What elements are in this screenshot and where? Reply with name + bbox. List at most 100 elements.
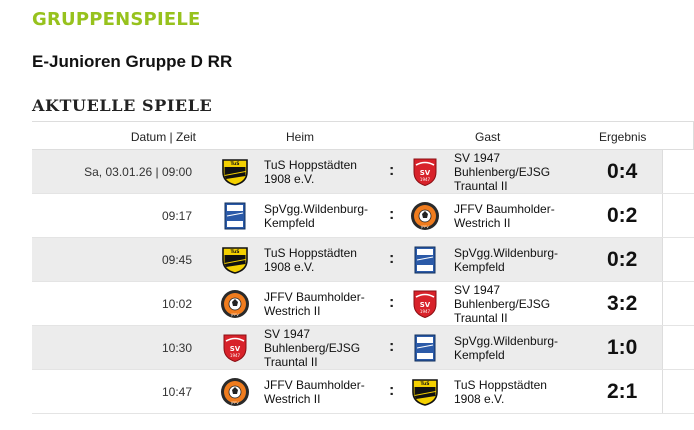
home-team-line: TuS Hoppstädten (264, 158, 357, 172)
table-row[interactable]: 10:02 JFFV JFFV Baumholder- Westrich II: SV 1… (32, 282, 694, 326)
away-team-line: SV 1947 (454, 283, 501, 297)
match-result[interactable]: 0:2 (607, 248, 638, 271)
row-side-column (662, 150, 694, 193)
match-time: 10:02 (161, 297, 192, 311)
away-team-line: SpVgg.Wildenburg- (454, 334, 559, 348)
score-separator: : (389, 162, 395, 179)
svg-text:TuS: TuS (230, 161, 239, 167)
row-background (32, 150, 662, 193)
wildenburg-logo-icon (410, 333, 440, 363)
match-result[interactable]: 1:0 (607, 336, 638, 359)
table-body: Sa, 03.01.26 | 09:00 TuS TuS Hoppstädten 19… (32, 150, 694, 414)
match-result[interactable]: 2:1 (607, 380, 638, 403)
column-ergebnis: Ergebnis (599, 130, 647, 144)
away-team-line: Buhlenberg/EJSG (454, 297, 551, 311)
row-side-column (662, 326, 694, 369)
home-team-line: Kempfeld (264, 216, 315, 230)
match-result[interactable]: 0:2 (607, 204, 638, 227)
home-team-line: Buhlenberg/EJSG (264, 341, 361, 355)
home-team-name[interactable]: SpVgg.Wildenburg- Kempfeld (264, 202, 384, 230)
home-team-name[interactable]: SV 1947 Buhlenberg/EJSG Trauntal II (264, 327, 384, 369)
home-team-line: Westrich II (264, 392, 321, 406)
column-datum: Datum | Zeit (130, 130, 196, 144)
away-team-line: Buhlenberg/EJSG (454, 165, 551, 179)
score-separator: : (389, 294, 395, 311)
away-team-line: Kempfeld (454, 348, 505, 362)
home-team-line: Trauntal II (264, 355, 318, 369)
away-team-name[interactable]: SpVgg.Wildenburg- Kempfeld (454, 334, 584, 362)
match-time: 09:45 (161, 253, 192, 267)
away-team-name[interactable]: TuS Hoppstädten 1908 e.V. (454, 378, 584, 406)
row-side-column (662, 282, 694, 325)
hoppstaedten-logo-icon: TuS (220, 245, 250, 275)
match-time: Sa, 03.01.26 | 09:00 (84, 165, 192, 179)
svg-text:1947: 1947 (420, 177, 431, 182)
away-team-name[interactable]: SpVgg.Wildenburg- Kempfeld (454, 246, 584, 274)
table-row[interactable]: 10:30 SV 1947 SV 1947 Buhlenberg/EJSG Traunta… (32, 326, 694, 370)
away-team-line: JFFV Baumholder- (454, 202, 555, 216)
hoppstaedten-logo-icon: TuS (410, 377, 440, 407)
home-team-line: JFFV Baumholder- (264, 378, 365, 392)
home-team-line: TuS Hoppstädten (264, 246, 357, 260)
away-team-name[interactable]: JFFV Baumholder- Westrich II (454, 202, 584, 230)
match-result[interactable]: 3:2 (607, 292, 638, 315)
buhlenberg-logo-icon: SV 1947 (410, 157, 440, 187)
svg-text:1947: 1947 (420, 309, 431, 314)
baumholder-logo-icon: JFFV (220, 377, 250, 407)
away-team-name[interactable]: SV 1947 Buhlenberg/EJSG Trauntal II (454, 283, 584, 325)
row-side-column (662, 238, 694, 281)
away-team-line: SV 1947 (454, 151, 501, 165)
svg-text:JFFV: JFFV (230, 313, 239, 317)
away-team-line: SpVgg.Wildenburg- (454, 246, 559, 260)
home-team-line: 1908 e.V. (264, 260, 315, 274)
svg-text:TuS: TuS (230, 249, 239, 255)
match-time: 09:17 (161, 209, 192, 223)
svg-text:1947: 1947 (230, 353, 241, 358)
svg-text:JFFV: JFFV (230, 401, 239, 405)
svg-text:SV: SV (420, 169, 431, 177)
games-title: AKTUELLE SPIELE (32, 96, 213, 115)
away-team-name[interactable]: SV 1947 Buhlenberg/EJSG Trauntal II (454, 151, 584, 193)
away-team-line: Trauntal II (454, 311, 508, 325)
score-separator: : (389, 338, 395, 355)
home-team-name[interactable]: TuS Hoppstädten 1908 e.V. (264, 246, 384, 274)
row-side-column (662, 370, 694, 413)
svg-text:SV: SV (420, 301, 431, 309)
home-team-name[interactable]: JFFV Baumholder- Westrich II (264, 378, 384, 406)
section-title: GRUPPENSPIELE (32, 9, 201, 30)
svg-text:JFFV: JFFV (420, 225, 429, 229)
home-team-line: SV 1947 (264, 327, 311, 341)
svg-text:SV: SV (230, 345, 241, 353)
match-time: 10:47 (161, 385, 192, 399)
wildenburg-logo-icon (220, 201, 250, 231)
column-heim: Heim (286, 130, 315, 144)
home-team-line: JFFV Baumholder- (264, 290, 365, 304)
match-result[interactable]: 0:4 (607, 160, 638, 183)
score-separator: : (389, 382, 395, 399)
buhlenberg-logo-icon: SV 1947 (220, 333, 250, 363)
table-row[interactable]: 10:47 JFFV JFFV Baumholder- Westrich II: TuS… (32, 370, 694, 414)
away-team-line: Kempfeld (454, 260, 505, 274)
svg-text:TuS: TuS (420, 381, 429, 387)
table-header: Datum | Zeit Heim Gast Ergebnis (32, 121, 694, 150)
score-separator: : (389, 250, 395, 267)
wildenburg-logo-icon (410, 245, 440, 275)
home-team-name[interactable]: TuS Hoppstädten 1908 e.V. (264, 158, 384, 186)
table-row[interactable]: 09:45 TuS TuS Hoppstädten 1908 e.V.: SpVgg.W… (32, 238, 694, 282)
row-side-column (662, 194, 694, 237)
row-background (32, 326, 662, 369)
table-row[interactable]: 09:17 SpVgg.Wildenburg- Kempfeld: JFFV JFFV … (32, 194, 694, 238)
hoppstaedten-logo-icon: TuS (220, 157, 250, 187)
column-gast: Gast (475, 130, 501, 144)
home-team-name[interactable]: JFFV Baumholder- Westrich II (264, 290, 384, 318)
home-team-line: Westrich II (264, 304, 321, 318)
away-team-line: 1908 e.V. (454, 392, 505, 406)
away-team-line: Westrich II (454, 216, 511, 230)
away-team-line: Trauntal II (454, 179, 508, 193)
games-table: Datum | Zeit Heim Gast Ergebnis Sa, 03.0… (32, 121, 694, 414)
baumholder-logo-icon: JFFV (410, 201, 440, 231)
league-title: E-Junioren Gruppe D RR (32, 52, 233, 71)
row-background (32, 238, 662, 281)
match-time: 10:30 (161, 341, 192, 355)
table-row[interactable]: Sa, 03.01.26 | 09:00 TuS TuS Hoppstädten 19… (32, 150, 694, 194)
